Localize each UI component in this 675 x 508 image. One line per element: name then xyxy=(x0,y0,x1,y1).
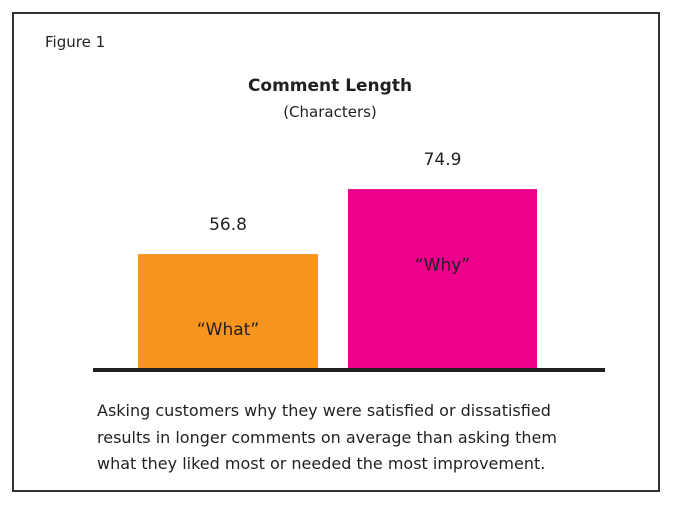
data-label: 74.9 xyxy=(424,150,462,170)
data-label: 56.8 xyxy=(209,215,247,235)
figure-label: Figure 1 xyxy=(45,33,106,51)
category-label: “What” xyxy=(197,320,259,340)
caption-line: results in longer comments on average th… xyxy=(97,427,557,447)
caption: Asking customers why they were satisfied… xyxy=(97,398,557,478)
bar xyxy=(138,254,318,370)
figure-frame xyxy=(12,12,660,492)
chart-subtitle: (Characters) xyxy=(283,103,377,121)
caption-line: Asking customers why they were satisfied… xyxy=(97,401,551,420)
chart-title: Comment Length xyxy=(247,76,413,96)
x-axis-baseline xyxy=(93,368,605,372)
bar xyxy=(348,189,537,370)
category-label: “Why” xyxy=(415,256,470,276)
caption-line: what they liked most or needed the most … xyxy=(97,454,546,473)
